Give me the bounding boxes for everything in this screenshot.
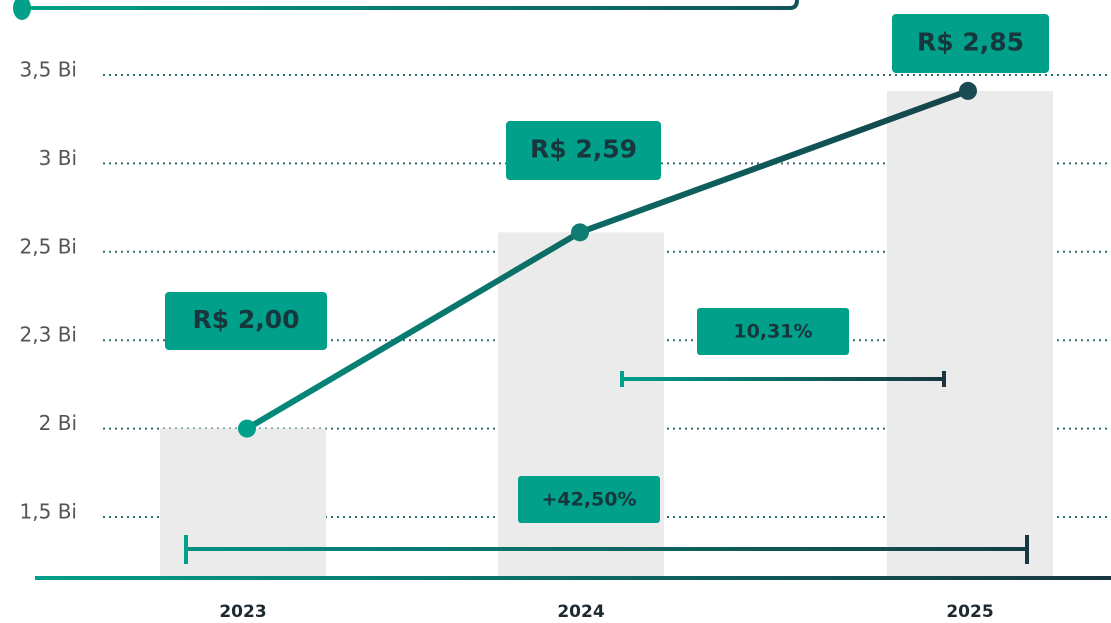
legend-decoration bbox=[13, 0, 799, 20]
label-box bbox=[892, 14, 1049, 73]
y-tick-label: 3,5 Bi bbox=[20, 58, 77, 82]
bar bbox=[498, 232, 664, 579]
y-tick-label: 2,5 Bi bbox=[20, 234, 77, 258]
bar bbox=[887, 90, 1053, 579]
annotation-bracket bbox=[620, 371, 946, 387]
y-tick-label: 2,3 Bi bbox=[20, 323, 77, 347]
y-tick-label: 3 Bi bbox=[39, 146, 77, 170]
y-tick-label: 2 Bi bbox=[39, 411, 77, 435]
point-label: R$ 2,00 bbox=[192, 305, 299, 334]
annotation-box bbox=[697, 308, 849, 355]
point bbox=[238, 419, 256, 438]
label-box bbox=[506, 121, 661, 180]
x-tick-label: 2024 bbox=[557, 602, 604, 622]
label-box bbox=[165, 292, 327, 350]
point-label: R$ 2,85 bbox=[917, 28, 1024, 57]
x-tick-label: 2023 bbox=[219, 602, 266, 622]
annotation-box bbox=[518, 476, 660, 523]
annotation: 10,31% bbox=[733, 321, 812, 343]
point bbox=[959, 81, 977, 100]
point bbox=[571, 223, 589, 242]
x-tick-label: 2025 bbox=[946, 602, 993, 622]
point-label: R$ 2,59 bbox=[530, 135, 637, 164]
y-tick-label: 1,5 Bi bbox=[20, 500, 77, 524]
annotation-bracket bbox=[184, 535, 1029, 564]
annotation: +42,50% bbox=[541, 489, 636, 511]
